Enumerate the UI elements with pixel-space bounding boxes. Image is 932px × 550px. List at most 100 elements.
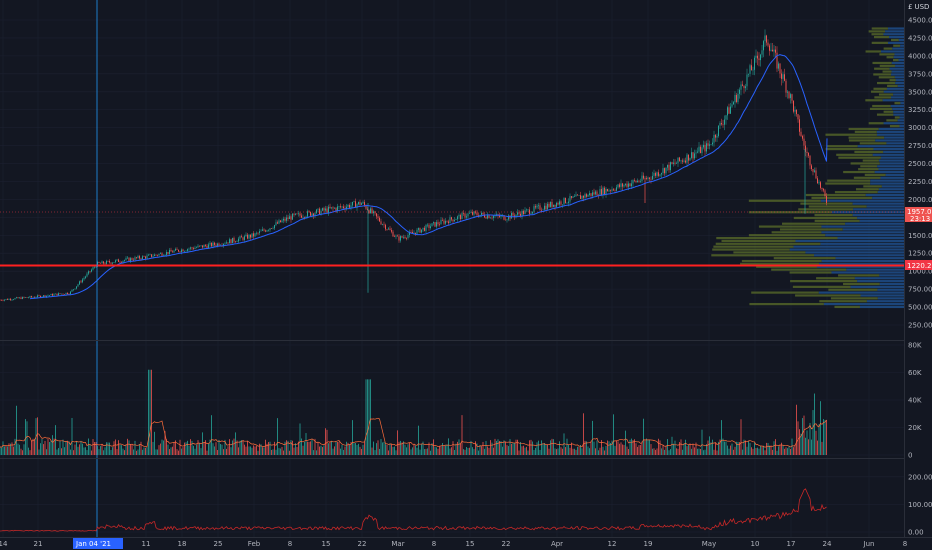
candle-body	[823, 189, 824, 191]
candle-body	[100, 263, 101, 264]
volume-bar	[26, 421, 28, 455]
volume-bar	[583, 413, 584, 455]
volume-bar	[641, 441, 643, 455]
volume-bar	[65, 441, 67, 455]
volume-bar	[494, 438, 496, 455]
vp-bar	[826, 145, 858, 148]
vp-bar	[782, 222, 846, 225]
candle-body	[398, 236, 400, 241]
candle-body	[562, 204, 563, 206]
candle-body	[224, 243, 226, 245]
candle-body	[185, 250, 187, 252]
volume-bar	[232, 440, 233, 455]
vp-bar	[866, 300, 905, 303]
volume-bar	[308, 441, 310, 455]
candle-body	[119, 261, 121, 263]
volume-bar	[322, 447, 323, 455]
volume-bar	[1, 447, 2, 455]
volume-bar	[25, 419, 26, 455]
candle-body	[97, 261, 98, 267]
candle-body	[818, 182, 820, 184]
volume-bar	[281, 446, 283, 455]
volume-bar	[524, 447, 526, 455]
candle-body	[364, 202, 365, 206]
candle-body	[115, 260, 116, 263]
vp-bar	[808, 205, 867, 208]
volume-bar	[697, 448, 698, 455]
vp-bar	[873, 36, 890, 39]
candle-body	[70, 291, 71, 295]
vp-bar	[895, 79, 905, 82]
volume-bar	[586, 441, 587, 455]
x-tick-label: Mar	[391, 540, 404, 548]
volume-bar	[163, 440, 164, 455]
candle-body	[466, 216, 467, 218]
volume-bar	[686, 446, 688, 455]
candle-body	[359, 201, 361, 205]
volume-bar	[640, 445, 641, 455]
volume-bar	[31, 440, 32, 455]
volume-bar	[559, 441, 560, 455]
candle-body	[380, 221, 382, 225]
volume-bar	[734, 446, 736, 455]
candle-body	[488, 215, 490, 219]
volume-bar	[683, 443, 685, 455]
volume-bar	[34, 439, 35, 455]
vp-bar	[854, 277, 905, 280]
volume-bar	[584, 440, 586, 455]
candle-body	[802, 136, 803, 139]
volume-bar	[476, 443, 478, 455]
volume-bar	[110, 450, 112, 455]
vp-bar	[811, 196, 873, 199]
volume-bar	[112, 447, 113, 455]
volume-bar	[491, 442, 493, 455]
candle-body	[700, 146, 701, 154]
volume-bar	[341, 444, 343, 455]
grid-lines	[0, 0, 906, 537]
candle-body	[532, 211, 533, 214]
candle-body	[367, 208, 368, 211]
candle-body	[599, 189, 601, 196]
volume-bar	[116, 449, 118, 455]
volume-bar	[245, 446, 247, 455]
vp-bar	[895, 64, 905, 67]
volume-bar	[562, 448, 563, 455]
candle-body	[688, 154, 689, 161]
vp-bar	[865, 193, 905, 197]
volume-bar	[139, 444, 140, 455]
volume-bar	[443, 445, 445, 455]
vp-bar	[898, 38, 905, 42]
volume-bar	[199, 443, 200, 455]
candle-body	[667, 164, 668, 168]
volume-bar	[716, 450, 718, 455]
candle-body	[815, 170, 817, 179]
vp-bar	[886, 87, 905, 90]
vp-bar	[848, 139, 876, 142]
volume-bar	[818, 424, 820, 455]
volume-bar	[611, 440, 613, 455]
volume-bar	[154, 431, 155, 455]
vp-bar	[877, 165, 905, 168]
vp-bar	[876, 81, 896, 85]
volume-bar	[209, 439, 211, 455]
candle-body	[439, 224, 440, 225]
price-tick-label: 3750.00	[908, 70, 932, 78]
candle-body	[376, 213, 377, 217]
candle-body	[110, 262, 112, 264]
volume-bar	[455, 443, 457, 455]
candle-body	[526, 209, 527, 211]
volume-bar	[257, 450, 259, 455]
candle-body	[319, 208, 320, 215]
candle-body	[461, 213, 463, 220]
candle-body	[370, 208, 371, 214]
vp-bar	[882, 70, 892, 73]
candle-body	[214, 242, 215, 245]
volume-bar	[394, 446, 395, 455]
candle-body	[812, 169, 814, 172]
candle-body	[649, 177, 650, 179]
vp-bar	[879, 64, 896, 67]
volume-bar	[752, 448, 754, 455]
candle-body	[602, 187, 604, 196]
vp-bar	[838, 156, 881, 159]
